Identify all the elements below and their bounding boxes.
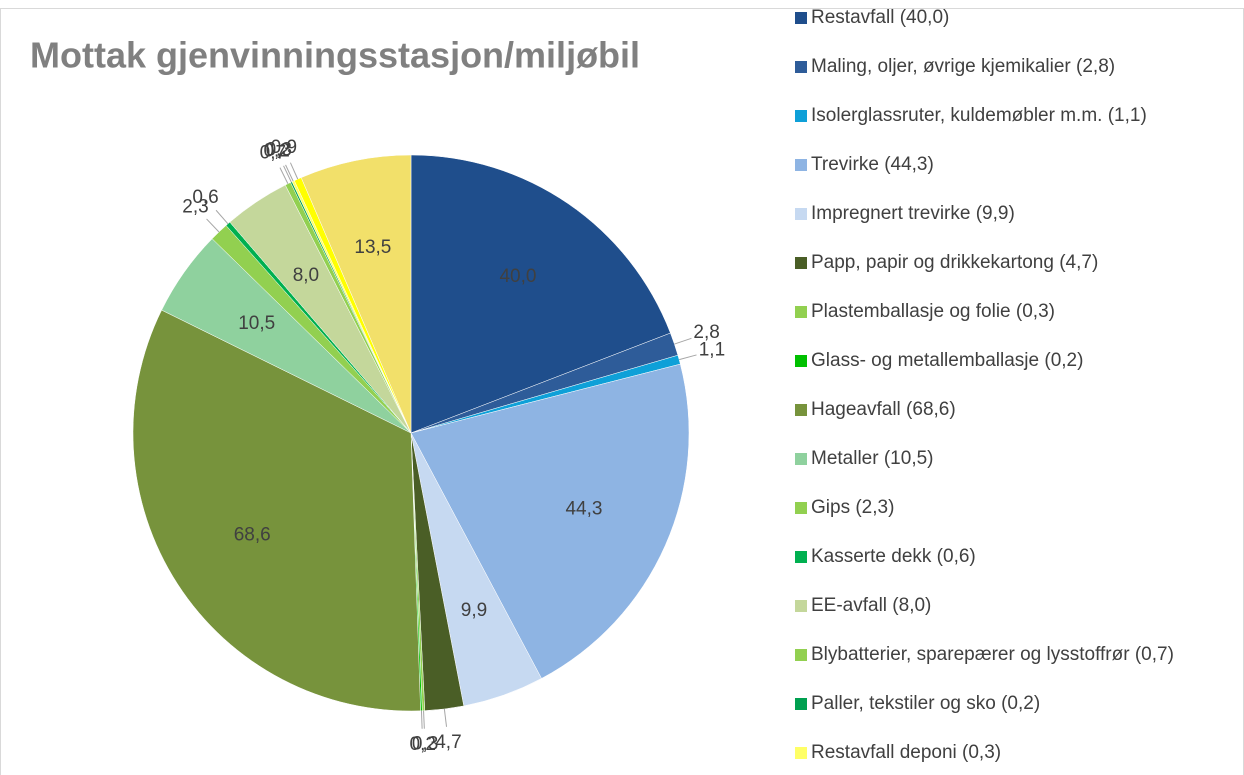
legend-swatch bbox=[795, 12, 807, 24]
legend-swatch bbox=[795, 502, 807, 514]
data-label: 8,0 bbox=[293, 265, 319, 286]
legend-swatch bbox=[795, 698, 807, 710]
legend-label: Glass- og metallemballasje (0,2) bbox=[811, 350, 1083, 371]
legend-swatch bbox=[795, 257, 807, 269]
data-label: 0,2 bbox=[263, 140, 289, 161]
legend-swatch bbox=[795, 747, 807, 759]
data-label: 44,3 bbox=[565, 498, 602, 519]
data-label: 9,9 bbox=[461, 600, 487, 621]
legend-swatch bbox=[795, 404, 807, 416]
legend-swatch bbox=[795, 208, 807, 220]
legend-label: Maling, oljer, øvrige kjemikalier (2,8) bbox=[811, 56, 1115, 77]
legend-label: Isolerglassruter, kuldemøbler m.m. (1,1) bbox=[811, 105, 1147, 126]
leader-line bbox=[279, 167, 289, 184]
data-label: 13,5 bbox=[354, 237, 391, 258]
data-label: 10,5 bbox=[238, 313, 275, 334]
pie-slice bbox=[300, 154, 412, 434]
data-label: 0,2 bbox=[410, 734, 436, 755]
data-label: 2,8 bbox=[693, 322, 719, 343]
legend-label: Metaller (10,5) bbox=[811, 448, 934, 469]
legend-swatch bbox=[795, 649, 807, 661]
legend-swatch bbox=[795, 159, 807, 171]
legend-swatch bbox=[795, 306, 807, 318]
data-label: 0,3 bbox=[266, 139, 292, 160]
data-label: 2,3 bbox=[182, 196, 208, 217]
legend-swatch bbox=[795, 600, 807, 612]
legend-swatch bbox=[795, 61, 807, 73]
legend-label: Papp, papir og drikkekartong (4,7) bbox=[811, 252, 1098, 273]
pie-slice bbox=[132, 309, 421, 712]
data-label: 4,7 bbox=[435, 732, 461, 753]
pie-slice bbox=[410, 363, 690, 679]
legend-swatch bbox=[795, 110, 807, 122]
leader-line bbox=[285, 164, 294, 182]
legend-label: Restavfall (40,0) bbox=[811, 7, 949, 28]
data-label: 68,6 bbox=[234, 525, 271, 546]
legend-label: Restavfall deponi (0,3) bbox=[811, 742, 1001, 763]
legend-label: EE-avfall (8,0) bbox=[811, 595, 931, 616]
data-label: 0,3 bbox=[412, 734, 438, 755]
leader-line bbox=[420, 710, 423, 729]
legend-label: Plastemballasje og folie (0,3) bbox=[811, 301, 1055, 322]
leader-line bbox=[215, 209, 229, 225]
legend-label: Blybatterier, sparepærer og lysstoffrør … bbox=[811, 644, 1174, 665]
pie-slice bbox=[410, 154, 671, 434]
legend-swatch bbox=[795, 355, 807, 367]
legend-swatch bbox=[795, 551, 807, 563]
data-label: 0,9 bbox=[271, 137, 297, 158]
leader-line bbox=[289, 162, 299, 180]
leader-line bbox=[679, 354, 697, 361]
legend-label: Kasserte dekk (0,6) bbox=[811, 546, 976, 567]
leader-line bbox=[423, 710, 425, 729]
chart-title: Mottak gjenvinningsstasjon/miljøbil bbox=[30, 35, 640, 76]
data-label: 1,1 bbox=[699, 340, 725, 361]
legend-label: Hageavfall (68,6) bbox=[811, 399, 956, 420]
legend-label: Gips (2,3) bbox=[811, 497, 894, 518]
data-label: 40,0 bbox=[499, 266, 536, 287]
leader-line bbox=[674, 337, 692, 345]
data-label: 0,6 bbox=[192, 187, 218, 208]
legend-swatch bbox=[795, 453, 807, 465]
leader-line bbox=[443, 708, 448, 727]
leader-line bbox=[206, 218, 220, 233]
legend-label: Paller, tekstiler og sko (0,2) bbox=[811, 693, 1040, 714]
leader-line bbox=[283, 165, 292, 183]
legend-label: Trevirke (44,3) bbox=[811, 154, 934, 175]
legend-label: Impregnert trevirke (9,9) bbox=[811, 203, 1015, 224]
data-label: 0,7 bbox=[260, 142, 286, 163]
